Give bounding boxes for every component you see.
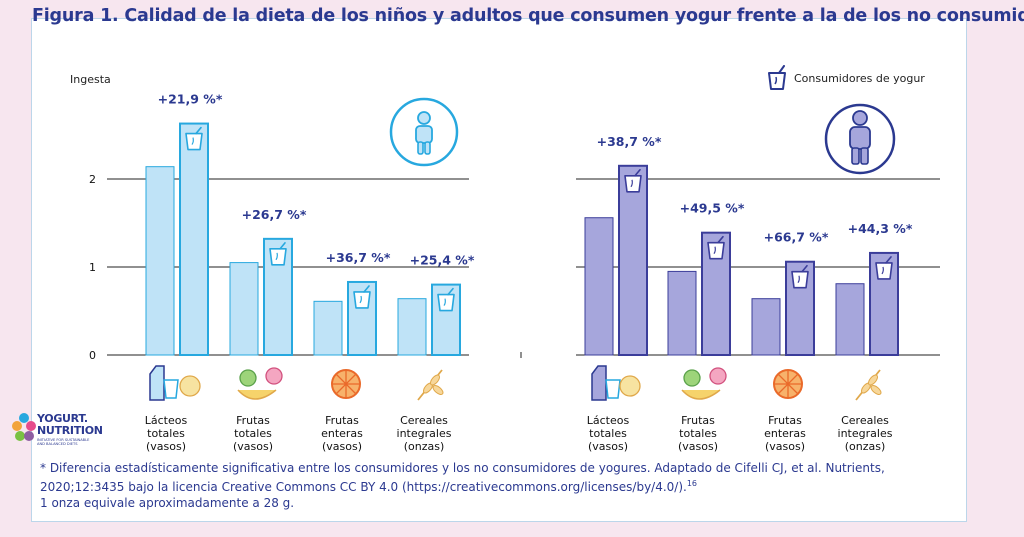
yogurt-cup-icon [768, 65, 786, 90]
orange-icon [773, 369, 803, 399]
x-label-whole-grains: Cereales integrales (onzas) [396, 414, 452, 453]
y-tick-label: 1 [89, 261, 96, 274]
logo-tagline: INITIATIVE FOR SUSTAINABLE AND BALANCED … [37, 438, 90, 446]
data-label: +26,7 %* [242, 207, 307, 222]
footnote-line-1: * Diferencia estadísticamente significat… [40, 461, 885, 475]
data-label: +66,7 %* [764, 230, 829, 245]
legend: Consumidores de yogur [766, 64, 925, 92]
bar-non-consumer [313, 300, 343, 356]
bar-non-consumer [584, 217, 614, 356]
bar-non-consumer [835, 283, 865, 356]
adult-icon [824, 103, 896, 175]
yogurt-cup-icon [707, 235, 725, 260]
yogurt-cup-icon [875, 256, 893, 280]
bar-consumer [347, 280, 377, 356]
x-label-whole-fruit: Frutas enteras (vasos) [764, 414, 806, 453]
yogurt-cup-icon [185, 126, 203, 151]
orange-icon [331, 369, 361, 399]
bar-non-consumer [229, 262, 259, 356]
bar-consumer [618, 164, 648, 356]
x-label-whole-fruit: Frutas enteras (vasos) [321, 414, 363, 453]
flower-logo-icon [12, 413, 36, 441]
data-label: +38,7 %* [597, 134, 662, 149]
x-label-dairy: Lácteos totales (vasos) [586, 414, 630, 453]
fruit-icon [237, 367, 283, 400]
y-tick-label: 2 [89, 173, 96, 186]
grain-icon [417, 369, 444, 401]
logo-text-1: YOGURT. [37, 412, 88, 425]
data-label: +25,4 %* [410, 253, 475, 268]
yogurt-cup-icon [353, 285, 371, 309]
x-label-fruit: Frutas totales (vasos) [232, 414, 274, 453]
x-label-dairy: Lácteos totales (vasos) [144, 414, 188, 453]
footnote: * Diferencia estadísticamente significat… [40, 460, 960, 511]
logo-text-2: NUTRITION [37, 424, 103, 437]
data-label: +21,9 %* [158, 92, 223, 107]
dairy-icon [149, 365, 201, 401]
yogurt-cup-icon [791, 264, 809, 289]
yogurt-cup-icon [437, 287, 455, 312]
bar-non-consumer [145, 166, 175, 356]
yogurt-nutrition-logo: YOGURT. NUTRITION INITIATIVE FOR SUSTAIN… [12, 410, 103, 454]
footnote-ref: 16 [686, 479, 698, 488]
footnote-line-3: 1 onza equivale aproximadamente a 28 g. [40, 496, 295, 510]
legend-label: Consumidores de yogur [794, 71, 925, 85]
bar-non-consumer [667, 270, 697, 356]
y-tick-label: 0 [89, 349, 96, 362]
yogurt-cup-icon [624, 169, 642, 193]
data-label: +44,3 %* [848, 221, 913, 236]
footnote-line-2: 2020;12:3435 bajo la licencia Creative C… [40, 476, 960, 495]
yogurt-cup-icon [269, 242, 287, 266]
footnote-line-2-text: 2020;12:3435 bajo la licencia Creative C… [40, 480, 687, 494]
y-axis-label: Ingesta [70, 73, 111, 86]
dairy-icon [591, 365, 641, 401]
x-label-fruit: Frutas totales (vasos) [677, 414, 719, 453]
bar-non-consumer [751, 298, 781, 356]
fruit-icon [681, 367, 727, 400]
child-icon [389, 97, 459, 167]
bar-consumer [179, 122, 209, 356]
chart-title: Figura 1. Calidad de la dieta de los niñ… [32, 6, 1024, 26]
grain-icon [855, 369, 882, 401]
x-label-whole-grains: Cereales integrales (onzas) [837, 414, 893, 453]
bar-non-consumer [397, 298, 427, 356]
bar-consumer [785, 260, 815, 356]
data-label: +36,7 %* [326, 250, 391, 265]
data-label: +49,5 %* [680, 201, 745, 216]
